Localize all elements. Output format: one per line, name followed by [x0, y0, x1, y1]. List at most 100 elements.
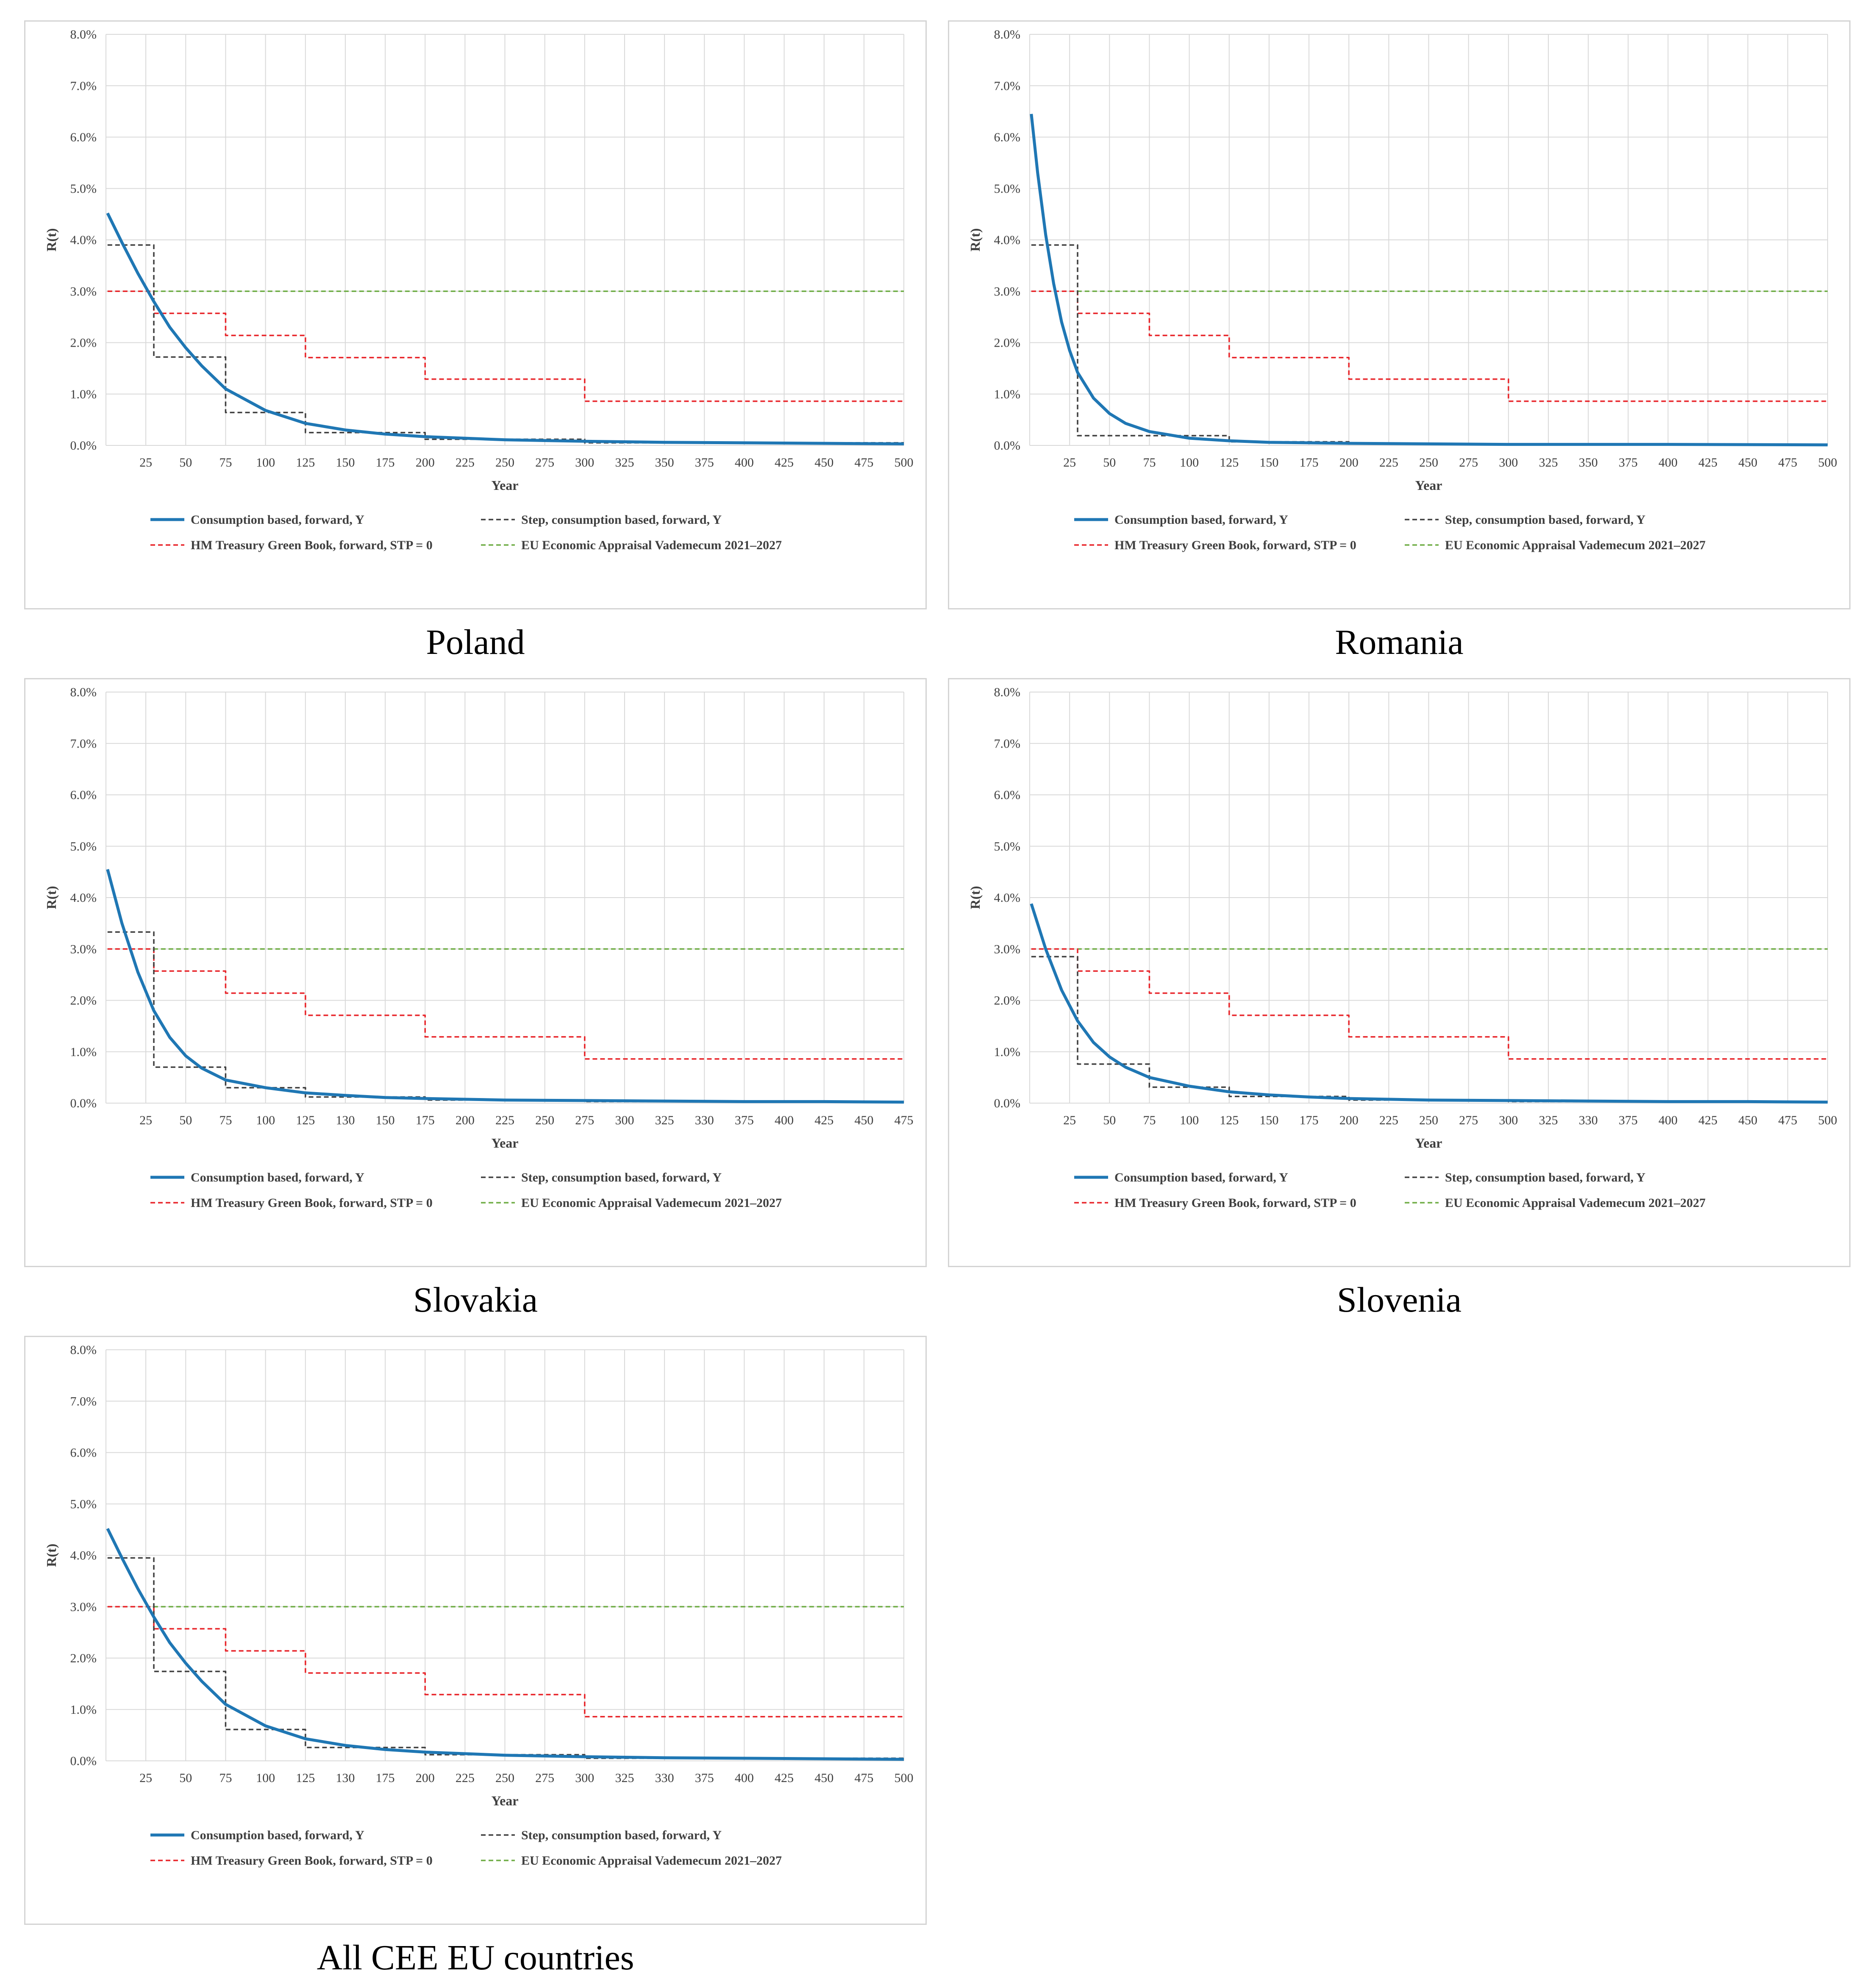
y-tick-label: 2.0% — [70, 1652, 97, 1665]
y-axis-title: R(t) — [44, 228, 59, 251]
y-tick-label: 4.0% — [994, 891, 1021, 905]
x-tick-label: 325 — [655, 1113, 674, 1127]
y-tick-label: 4.0% — [994, 233, 1021, 247]
x-tick-label: 400 — [735, 1771, 754, 1785]
y-tick-label: 5.0% — [994, 182, 1021, 196]
y-tick-label: 8.0% — [70, 685, 97, 699]
x-axis-title: Year — [492, 1135, 519, 1151]
y-axis-title: R(t) — [967, 228, 983, 251]
y-tick-label: 3.0% — [994, 942, 1021, 956]
x-tick-label: 275 — [1459, 456, 1478, 470]
x-tick-label: 75 — [219, 1113, 232, 1127]
x-tick-label: 375 — [695, 1771, 714, 1785]
legend-label: Consumption based, forward, Y — [1114, 1171, 1288, 1184]
y-tick-label: 7.0% — [994, 79, 1021, 93]
x-tick-label: 125 — [296, 1771, 315, 1785]
x-tick-label: 50 — [1103, 456, 1116, 470]
x-tick-label: 275 — [535, 456, 554, 470]
x-axis-title: Year — [492, 478, 519, 493]
x-tick-label: 25 — [139, 456, 152, 470]
x-tick-label: 330 — [695, 1113, 714, 1127]
x-tick-label: 330 — [655, 1771, 674, 1785]
x-tick-label: 175 — [1300, 456, 1319, 470]
chart-svg-poland: 0.0% 1.0% 2.0% 3.0% 4.0% 5.0% 6.0% 7.0% 8.0% 25 50… — [44, 28, 914, 552]
x-tick-label: 150 — [1259, 456, 1278, 470]
x-tick-label: 75 — [219, 1771, 232, 1785]
y-tick-label: 6.0% — [994, 788, 1021, 802]
caption-slovakia: Slovakia — [413, 1280, 538, 1320]
series-line-consumption-based-forward-y — [1030, 903, 1828, 1104]
chart-svg-all-cee: 0.0% 1.0% 2.0% 3.0% 4.0% 5.0% 6.0% 7.0% 8.0% 25 50… — [44, 1343, 914, 1868]
x-tick-label: 450 — [814, 1771, 834, 1785]
x-tick-label: 400 — [1659, 456, 1678, 470]
series-line-hm-treasury-green-book-forward-stp-0 — [107, 1606, 904, 1718]
y-tick-label: 6.0% — [994, 131, 1021, 145]
x-tick-label: 500 — [1818, 456, 1837, 470]
x-tick-label: 75 — [1143, 1113, 1156, 1127]
chart-panel-all-cee: 0.0% 1.0% 2.0% 3.0% 4.0% 5.0% 6.0% 7.0% 8.0% 25 50… — [24, 1336, 927, 1925]
x-tick-label: 200 — [456, 1113, 475, 1127]
x-tick-label: 100 — [256, 456, 275, 470]
series-line-consumption-based-forward-y — [1030, 114, 1828, 447]
y-tick-label: 1.0% — [70, 1703, 97, 1717]
x-tick-label: 275 — [1459, 1113, 1478, 1127]
x-tick-label: 100 — [1180, 1113, 1199, 1127]
chart-panel-poland: 0.0% 1.0% 2.0% 3.0% 4.0% 5.0% 6.0% 7.0% 8.0% 25 50… — [24, 20, 927, 609]
x-tick-label: 300 — [1499, 456, 1518, 470]
y-tick-label: 0.0% — [994, 1096, 1021, 1110]
x-tick-label: 375 — [735, 1113, 754, 1127]
x-tick-label: 300 — [575, 1771, 594, 1785]
x-tick-label: 125 — [296, 1113, 315, 1127]
legend-label: HM Treasury Green Book, forward, STP = 0 — [191, 538, 433, 552]
y-axis-title: R(t) — [44, 886, 59, 909]
chart-panel-slovenia: 0.0% 1.0% 2.0% 3.0% 4.0% 5.0% 6.0% 7.0% 8.0% 25 50… — [948, 678, 1851, 1267]
x-tick-label: 450 — [1738, 456, 1757, 470]
x-tick-label: 425 — [814, 1113, 834, 1127]
y-tick-label: 0.0% — [70, 1096, 97, 1110]
y-tick-label: 8.0% — [994, 685, 1021, 699]
x-tick-label: 100 — [1180, 456, 1199, 470]
x-tick-label: 325 — [1539, 456, 1558, 470]
chart-svg-romania: 0.0% 1.0% 2.0% 3.0% 4.0% 5.0% 6.0% 7.0% 8.0% 25 50… — [967, 28, 1837, 552]
x-tick-label: 25 — [139, 1113, 152, 1127]
series-line-consumption-based-forward-y — [106, 1528, 904, 1761]
x-tick-label: 130 — [336, 1771, 355, 1785]
legend-label: HM Treasury Green Book, forward, STP = 0 — [191, 1196, 433, 1210]
x-tick-label: 200 — [416, 456, 435, 470]
y-axis-title: R(t) — [967, 886, 983, 909]
x-tick-label: 25 — [1063, 1113, 1076, 1127]
y-tick-label: 5.0% — [994, 840, 1021, 854]
x-tick-label: 200 — [1339, 456, 1359, 470]
y-tick-label: 6.0% — [70, 1446, 97, 1460]
x-tick-label: 100 — [256, 1113, 275, 1127]
x-tick-label: 375 — [1619, 456, 1638, 470]
x-tick-label: 275 — [575, 1113, 594, 1127]
legend-label: Consumption based, forward, Y — [191, 513, 364, 527]
x-tick-label: 250 — [495, 1771, 514, 1785]
x-tick-label: 200 — [416, 1771, 435, 1785]
x-tick-label: 425 — [1698, 1113, 1717, 1127]
chart-svg-slovakia: 0.0% 1.0% 2.0% 3.0% 4.0% 5.0% 6.0% 7.0% 8.0% 25 50… — [44, 685, 914, 1210]
x-tick-label: 375 — [695, 456, 714, 470]
series-line-consumption-based-forward-y — [106, 869, 904, 1104]
x-axis-title: Year — [1415, 1135, 1442, 1151]
legend-label: EU Economic Appraisal Vademecum 2021–202… — [1445, 538, 1706, 552]
legend-label: Step, consumption based, forward, Y — [521, 1171, 722, 1184]
x-tick-label: 50 — [179, 456, 192, 470]
x-tick-label: 325 — [615, 1771, 634, 1785]
x-tick-label: 350 — [1579, 456, 1598, 470]
legend-label: EU Economic Appraisal Vademecum 2021–202… — [1445, 1196, 1706, 1210]
y-tick-label: 1.0% — [70, 387, 97, 401]
y-tick-label: 8.0% — [70, 1343, 97, 1357]
x-tick-label: 275 — [535, 1771, 554, 1785]
legend-label: Step, consumption based, forward, Y — [521, 513, 722, 527]
chart-panel-romania: 0.0% 1.0% 2.0% 3.0% 4.0% 5.0% 6.0% 7.0% 8.0% 25 50… — [948, 20, 1851, 609]
x-tick-label: 225 — [456, 456, 475, 470]
x-tick-label: 25 — [139, 1771, 152, 1785]
y-tick-label: 0.0% — [70, 439, 97, 453]
x-tick-label: 75 — [219, 456, 232, 470]
x-tick-label: 400 — [775, 1113, 794, 1127]
y-tick-label: 3.0% — [994, 284, 1021, 298]
y-tick-label: 3.0% — [70, 284, 97, 298]
y-tick-label: 3.0% — [70, 942, 97, 956]
